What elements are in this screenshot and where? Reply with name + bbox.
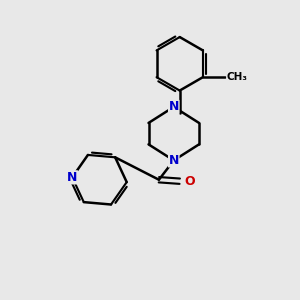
Text: N: N [169,154,179,167]
Text: N: N [169,100,179,113]
Text: O: O [184,175,195,188]
Text: N: N [67,171,77,184]
Text: CH₃: CH₃ [227,72,248,82]
